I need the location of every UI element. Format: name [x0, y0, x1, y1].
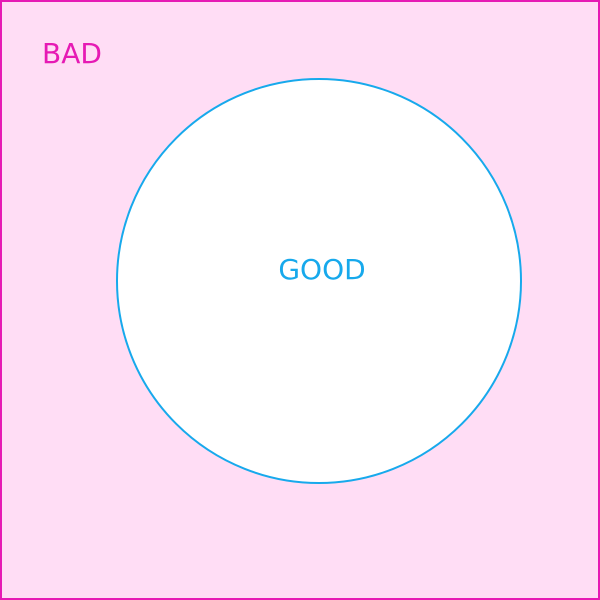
good-region [116, 78, 522, 484]
good-label: GOOD [278, 253, 365, 286]
bad-label: BAD [42, 37, 102, 70]
